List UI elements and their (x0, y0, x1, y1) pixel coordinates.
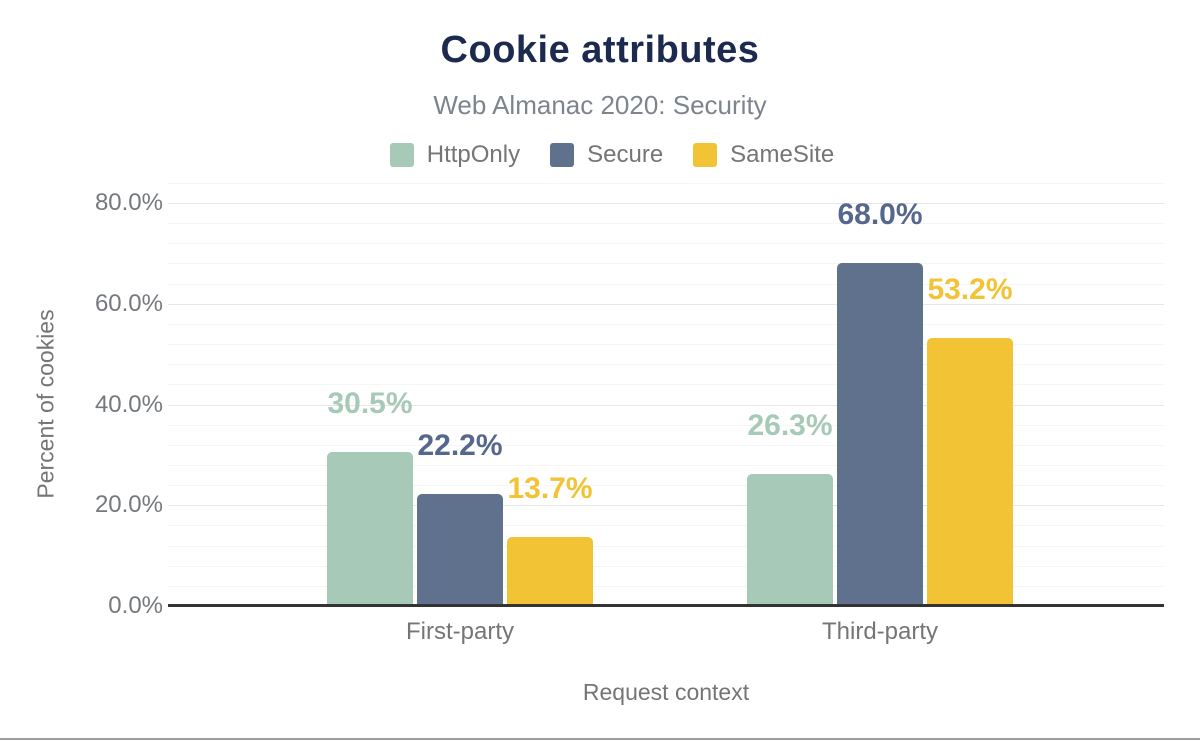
chart-legend: HttpOnly Secure SameSite (12, 141, 1200, 169)
x-axis-line (168, 604, 1164, 607)
minor-gridline (168, 445, 1164, 446)
legend-swatch-icon (550, 143, 575, 167)
data-label-httponly-first-party: 30.5% (327, 387, 413, 420)
bar-secure-first-party (417, 494, 503, 606)
legend-label: HttpOnly (426, 141, 521, 168)
legend-swatch-icon (693, 143, 718, 167)
major-gridline (168, 405, 1164, 406)
chart-title: Cookie attributes (440, 29, 760, 71)
x-axis-title: Request context (582, 679, 750, 705)
data-label-secure-third-party: 68.0% (837, 198, 923, 231)
y-tick-label: 60.0% (94, 289, 163, 317)
x-tick-label-third-party: Third-party (821, 618, 939, 645)
bottom-divider-line (0, 738, 1200, 740)
bar-samesite-third-party (927, 338, 1013, 606)
minor-gridline (168, 243, 1164, 244)
bar-secure-third-party (837, 263, 923, 606)
major-gridline (168, 304, 1164, 305)
minor-gridline (168, 183, 1164, 184)
major-gridline (168, 505, 1164, 506)
y-tick-label: 0.0% (108, 592, 163, 619)
minor-gridline (168, 586, 1164, 587)
minor-gridline (168, 223, 1164, 224)
major-gridline (168, 203, 1164, 204)
minor-gridline (168, 425, 1164, 426)
data-label-secure-first-party: 22.2% (417, 429, 503, 462)
y-tick-label: 40.0% (94, 390, 163, 418)
plot-area: 30.5% 22.2% 13.7% 26.3% 68.0% 53.2% (168, 182, 1164, 606)
legend-label: SameSite (730, 141, 835, 168)
minor-gridline (168, 263, 1164, 264)
legend-swatch-icon (389, 143, 414, 167)
minor-gridline (168, 485, 1164, 486)
bar-httponly-third-party (747, 474, 833, 606)
minor-gridline (168, 344, 1164, 345)
y-tick-label: 20.0% (94, 491, 163, 519)
x-tick-label-first-party: First-party (406, 618, 514, 645)
legend-item-secure: Secure (550, 141, 663, 169)
y-tick-label: 80.0% (94, 189, 163, 216)
bar-httponly-first-party (327, 452, 413, 606)
legend-item-httponly: HttpOnly (389, 141, 521, 169)
minor-gridline (168, 364, 1164, 365)
minor-gridline (168, 284, 1164, 285)
chart-subtitle: Web Almanac 2020: Security (433, 90, 767, 120)
minor-gridline (168, 324, 1164, 325)
minor-gridline (168, 566, 1164, 567)
legend-item-samesite: SameSite (693, 141, 834, 169)
data-label-httponly-third-party: 26.3% (747, 409, 833, 442)
minor-gridline (168, 546, 1164, 547)
minor-gridline (168, 465, 1164, 466)
minor-gridline (168, 525, 1164, 526)
data-label-samesite-first-party: 13.7% (507, 472, 593, 505)
minor-gridline (168, 384, 1164, 385)
data-label-samesite-third-party: 53.2% (927, 273, 1013, 306)
legend-label: Secure (587, 141, 664, 168)
bar-samesite-first-party (507, 537, 593, 606)
